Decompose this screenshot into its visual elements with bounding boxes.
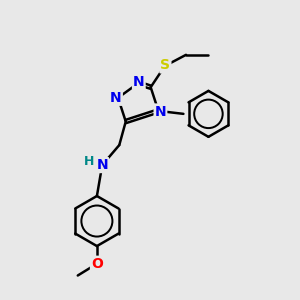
Text: N: N [96, 158, 108, 172]
Text: N: N [110, 91, 122, 105]
Text: N: N [154, 104, 166, 118]
Text: S: S [160, 58, 170, 72]
Text: O: O [91, 257, 103, 271]
Text: N: N [133, 75, 145, 89]
Text: H: H [84, 155, 94, 168]
